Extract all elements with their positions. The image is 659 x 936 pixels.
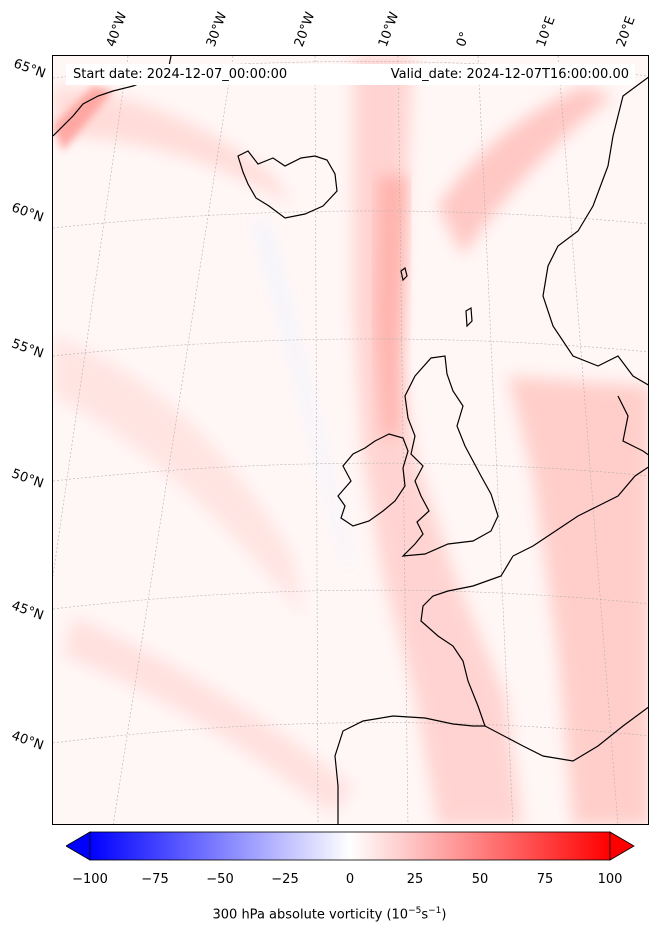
meridian-line — [477, 56, 514, 824]
latitude-label: 50°N — [9, 466, 46, 492]
vorticity-band — [53, 86, 113, 151]
longitude-label: 30°W — [203, 10, 231, 49]
mediterranean-coast — [484, 706, 648, 762]
colorbar-tick-label: −25 — [271, 872, 299, 887]
date-info-banner: Start date: 2024-12-07_00:00:00 Valid_da… — [66, 64, 635, 85]
vorticity-map — [53, 56, 648, 824]
longitude-label: 20°E — [613, 14, 639, 50]
latitude-label: 55°N — [9, 336, 46, 362]
scandinavia-coast — [542, 76, 648, 386]
vorticity-band — [53, 86, 293, 206]
colorbar-extend-min — [66, 831, 91, 861]
meridian-line — [53, 56, 129, 577]
faroe-islands — [400, 266, 408, 282]
vorticity-band — [253, 216, 353, 576]
map-panel — [52, 55, 649, 825]
colorbar-label-suffix: ) — [441, 907, 447, 923]
colorbar-label-exp2: −1 — [428, 906, 442, 916]
colorbar-body — [89, 831, 611, 861]
colorbar-tick-label: 75 — [536, 872, 554, 887]
longitude-label: 40°W — [103, 10, 131, 49]
parallel-line — [53, 338, 648, 357]
vorticity-band — [508, 376, 648, 824]
vorticity-band — [63, 616, 353, 816]
colorbar-label-mid: s — [421, 907, 429, 923]
colorbar-tick-label: −100 — [72, 872, 108, 887]
latitude-label: 45°N — [9, 598, 46, 624]
colorbar-label: 300 hPa absolute vorticity (10−5s−1) — [0, 906, 659, 922]
parallel-line — [53, 462, 648, 482]
parallel-line — [53, 210, 648, 229]
colorbar-tick-label: −50 — [206, 872, 234, 887]
valid-date-text: Valid_date: 2024-12-07T16:00:00.00 — [390, 67, 629, 82]
start-date-text: Start date: 2024-12-07_00:00:00 — [73, 67, 288, 82]
shetland-islands — [465, 306, 473, 328]
colorbar-tick-label: 50 — [471, 872, 489, 887]
france-iberia-coast — [334, 555, 514, 824]
longitude-label: 20°W — [291, 10, 319, 49]
iceland-coast — [237, 150, 338, 219]
colorbar-tick-label: −75 — [141, 872, 169, 887]
latitude-label: 60°N — [9, 200, 46, 226]
longitude-label: 10°E — [533, 14, 559, 50]
north-sea-coast — [512, 466, 648, 557]
colorbar-tick-label: 25 — [406, 872, 424, 887]
baltic-coast — [617, 395, 648, 456]
colorbar-tick-label: 0 — [345, 872, 355, 887]
vorticity-shading — [53, 56, 648, 824]
meridian-line — [557, 56, 619, 824]
colorbar-extend-max — [609, 831, 635, 861]
meridian-line — [113, 56, 234, 824]
vorticity-band — [53, 336, 303, 616]
colorbar-tick-label: 100 — [597, 872, 623, 887]
parallel-line — [53, 722, 648, 744]
colorbar-label-exp1: −5 — [408, 906, 422, 916]
parallel-line — [53, 589, 648, 610]
meridian-line — [314, 56, 319, 824]
vorticity-band — [438, 86, 613, 256]
vorticity-band — [375, 176, 408, 436]
latitude-label: 65°N — [11, 56, 48, 82]
coastlines — [53, 56, 648, 824]
great-britain-coast — [401, 355, 499, 557]
ireland-coast — [337, 433, 409, 527]
latitude-label: 40°N — [9, 728, 46, 754]
colorbar-label-prefix: 300 hPa absolute vorticity (10 — [212, 907, 409, 923]
graticule — [53, 56, 648, 824]
meridian-line — [397, 56, 409, 824]
longitude-label: 0° — [453, 29, 474, 49]
colorbar — [66, 831, 635, 861]
longitude-label: 10°W — [375, 10, 403, 49]
